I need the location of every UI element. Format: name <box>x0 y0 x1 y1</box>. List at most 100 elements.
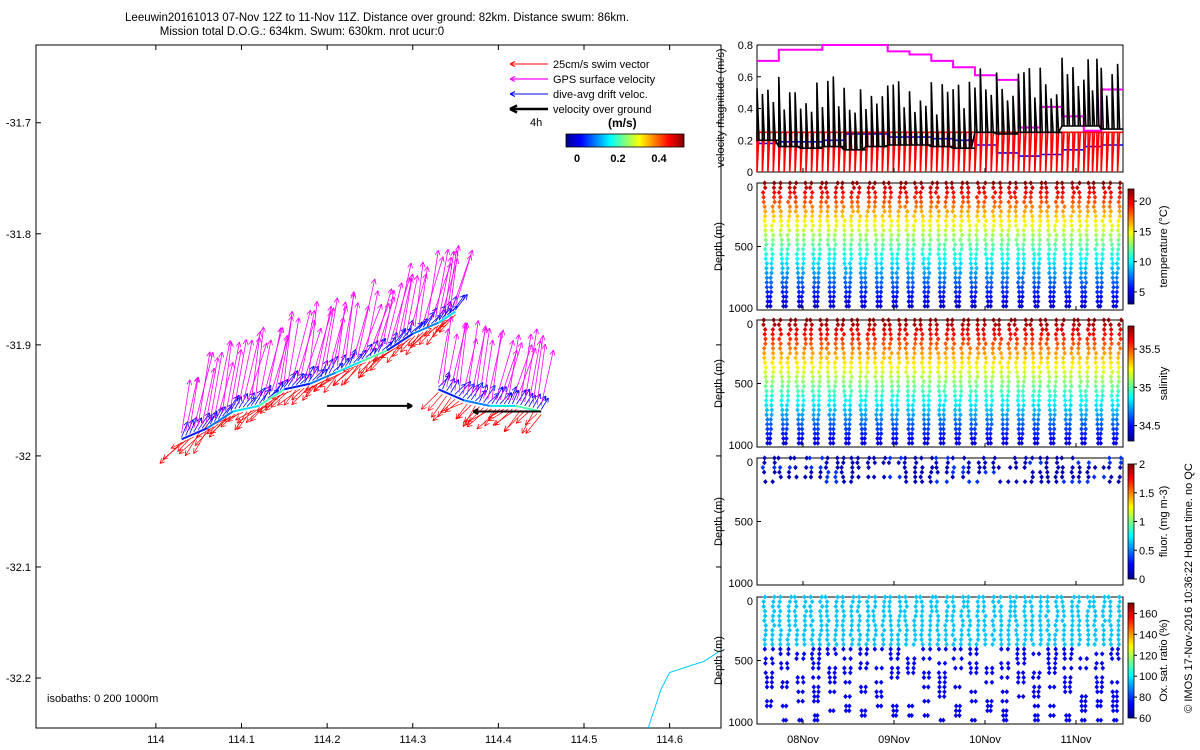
temperature-point <box>966 237 972 243</box>
salinity-point <box>1060 331 1066 337</box>
oxygen-point <box>967 618 973 624</box>
salinity-point <box>810 397 816 404</box>
salinity-point <box>927 388 932 394</box>
salinity-point <box>1047 393 1053 399</box>
temperature-point <box>1077 208 1083 215</box>
temperature-point <box>777 204 782 210</box>
gps-velocity-arrow-shaft <box>524 328 538 403</box>
gps-velocity-arrow <box>450 323 469 389</box>
oxygen-point <box>990 599 996 605</box>
temperature-point <box>873 194 878 200</box>
gps-velocity-arrow-shaft <box>242 331 261 404</box>
oxygen-point <box>1099 684 1105 690</box>
temperature-point <box>968 256 973 262</box>
swim-vector-arrow-shaft <box>245 405 264 423</box>
oxygen-point <box>1061 665 1067 671</box>
drift-velocity-arrow-shaft <box>398 329 406 342</box>
oxygen-point <box>920 641 925 647</box>
salinity-point <box>1101 360 1106 366</box>
gps-velocity-arrow <box>422 256 445 324</box>
salinity-point <box>888 331 893 337</box>
temperature-point <box>880 237 886 243</box>
map-xtick-label: 114.2 <box>314 734 341 746</box>
salinity-point <box>966 322 971 328</box>
oxygen-point <box>950 599 956 605</box>
oxygen-point <box>1045 599 1050 605</box>
gps-velocity-arrow <box>316 305 333 375</box>
oxygen-point <box>1005 646 1011 652</box>
gps-velocity-arrow-head <box>256 331 263 338</box>
salinity-point <box>969 421 974 427</box>
fluor-point <box>1013 460 1019 466</box>
salinity-point <box>895 369 901 375</box>
temperature-point <box>1099 284 1104 290</box>
oxygen-point <box>1095 689 1100 695</box>
gps-velocity-arrow <box>483 339 495 399</box>
oxygen-point <box>802 603 807 610</box>
oxygen-point <box>1023 632 1028 638</box>
temperature-point <box>1083 270 1088 276</box>
temperature-point <box>785 246 790 252</box>
oxygen-point <box>976 618 981 624</box>
temperature-point <box>969 284 975 290</box>
temperature-point <box>848 218 854 224</box>
fluor-point <box>770 479 775 485</box>
salinity-point <box>890 393 895 399</box>
temperature-point <box>827 270 832 276</box>
fluor-point <box>1038 455 1043 461</box>
swim-vector-arrow-shaft <box>525 414 542 434</box>
temperature-ytick-label: 1000 <box>729 303 753 315</box>
salinity-point <box>783 440 789 446</box>
salinity-point <box>828 426 833 432</box>
temperature-point <box>1084 251 1090 257</box>
temperature-point <box>812 294 817 300</box>
oxygen-point <box>1030 627 1035 633</box>
temperature-point <box>956 298 962 305</box>
swim-vector-arrow-shaft <box>423 324 440 337</box>
temperature-point <box>938 298 944 305</box>
salinity-point <box>968 402 974 408</box>
temperature-point <box>1043 180 1048 186</box>
salinity-point <box>1101 317 1107 323</box>
fluor-point <box>1022 479 1028 485</box>
oxygen-point <box>935 641 940 647</box>
salinity-point <box>1093 355 1098 361</box>
salinity-point <box>780 379 785 385</box>
temperature-point <box>827 246 832 252</box>
temperature-point <box>1006 213 1011 219</box>
gps-velocity-arrow-shaft <box>230 349 242 408</box>
salinity-point <box>938 426 943 432</box>
oxygen-point <box>1117 594 1122 600</box>
salinity-point <box>1048 412 1053 418</box>
temperature-point <box>905 270 911 276</box>
temperature-point <box>809 194 814 200</box>
oxygen-point <box>927 656 932 662</box>
salinity-point <box>918 326 924 333</box>
gps-velocity-arrow <box>381 289 396 347</box>
temperature-point <box>937 242 942 248</box>
salinity-point <box>989 416 994 423</box>
gps-velocity-arrow-shaft <box>466 320 479 396</box>
swim-vector-arrow-head <box>259 408 266 414</box>
temperature-point <box>802 199 808 205</box>
oxygen-point <box>928 613 933 619</box>
oxygen-point <box>990 632 995 638</box>
oxygen-point <box>960 618 965 624</box>
fluor-point <box>976 469 982 475</box>
fluor-point <box>944 464 950 471</box>
temperature-point <box>894 256 900 262</box>
temperature-point <box>802 204 807 210</box>
salinity-point <box>1083 412 1089 418</box>
temperature-point <box>966 199 971 205</box>
temperature-point <box>1071 189 1077 196</box>
salinity-point <box>786 364 791 370</box>
fluor-point <box>772 455 777 461</box>
temperature-point <box>1109 256 1115 262</box>
temperature-point <box>956 303 962 309</box>
salinity-point <box>855 336 861 342</box>
oxygen-point <box>768 703 773 709</box>
oxygen-point <box>992 603 997 610</box>
salinity-point <box>799 435 805 442</box>
temperature-point <box>967 223 973 229</box>
salinity-point <box>864 388 869 394</box>
